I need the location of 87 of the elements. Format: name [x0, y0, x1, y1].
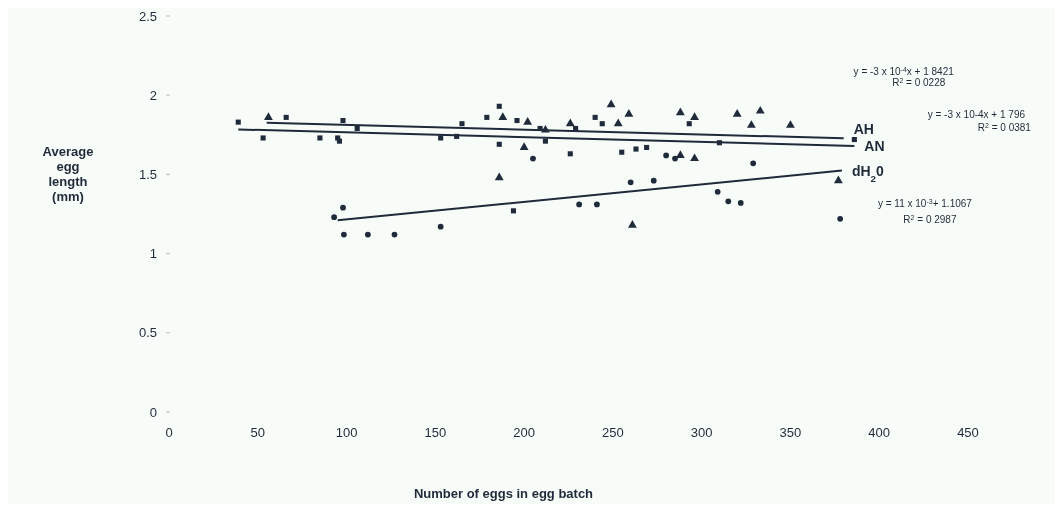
point	[746, 120, 756, 128]
point	[459, 121, 465, 127]
point	[331, 214, 337, 221]
point	[264, 112, 273, 120]
point	[260, 135, 266, 141]
y-tick-label: 2.5	[138, 8, 157, 24]
x-tick-label: 100	[335, 425, 358, 440]
point	[650, 177, 657, 184]
point	[510, 208, 517, 214]
point	[519, 142, 529, 151]
point	[336, 138, 342, 144]
x-tick-label: 250	[602, 425, 624, 440]
point	[340, 117, 346, 124]
point	[690, 112, 699, 120]
point	[613, 118, 623, 127]
point	[690, 153, 699, 162]
x-axis-title: Number of eggs in egg batch	[413, 486, 594, 501]
point	[565, 118, 575, 127]
point	[755, 105, 765, 114]
point	[484, 114, 490, 120]
point	[514, 117, 520, 124]
point	[619, 149, 625, 155]
point	[594, 201, 600, 208]
y-axis-title: Average egg length (mm)	[42, 144, 94, 205]
point	[833, 175, 843, 184]
point	[737, 200, 744, 206]
point	[750, 160, 757, 167]
x-tick-label: 150	[424, 425, 447, 440]
point	[837, 215, 844, 222]
point	[576, 201, 583, 208]
x-tick-label: 0	[165, 425, 173, 440]
point	[494, 172, 504, 181]
x-tick-label: 350	[779, 425, 802, 440]
point	[592, 114, 598, 120]
point	[391, 231, 398, 238]
series-label: dH$_{2}$0	[851, 162, 885, 184]
annotation: y = -3 x 10$^{-4}$x + 1 8421	[853, 65, 955, 78]
point	[599, 121, 605, 127]
point	[283, 114, 289, 120]
point	[498, 112, 508, 120]
point	[542, 138, 548, 144]
point	[606, 99, 616, 108]
point	[438, 135, 444, 141]
point	[663, 152, 670, 159]
point	[714, 188, 721, 195]
point	[496, 103, 502, 109]
annotation: y = -3 x 10-4x + 1 796	[927, 108, 1026, 120]
point	[530, 155, 536, 162]
point	[675, 107, 685, 116]
series-label: AH	[853, 121, 874, 138]
point	[644, 144, 650, 151]
point	[317, 135, 323, 141]
point	[633, 146, 639, 152]
point	[624, 109, 634, 117]
point	[686, 121, 692, 127]
point	[340, 204, 346, 211]
point	[675, 150, 685, 158]
annotation: R$^{2}$ = 0 0228	[892, 76, 946, 89]
y-tick-label: 1.5	[138, 166, 157, 182]
y-tick-label: 2	[149, 87, 157, 103]
point	[725, 198, 732, 205]
x-tick-label: 200	[513, 425, 535, 440]
y-tick-label: 0.5	[138, 325, 157, 341]
y-tick-label: 1	[149, 246, 157, 262]
point	[364, 231, 371, 238]
point	[851, 137, 857, 143]
point	[672, 155, 678, 162]
annotation: y = 11 x 10$^{-3}$+ 1.1067	[877, 197, 973, 209]
point	[235, 119, 241, 125]
point	[627, 219, 637, 228]
point	[567, 151, 573, 157]
point	[354, 125, 360, 132]
annotation: R$^{2}$ = 0 2987	[903, 213, 957, 225]
point	[786, 120, 795, 128]
point	[496, 141, 502, 147]
x-tick-label: 450	[957, 425, 979, 440]
text: R$^{2}$ = 0 0381	[977, 121, 1032, 133]
point	[523, 117, 533, 125]
point	[341, 231, 347, 238]
x-tick-label: 300	[690, 425, 713, 440]
x-tick-label: 50	[250, 425, 266, 440]
point	[437, 223, 444, 230]
y-tick-label: 0	[149, 404, 157, 420]
series-label: AN	[864, 137, 885, 154]
point	[732, 109, 742, 117]
x-tick-label: 400	[868, 425, 891, 440]
point	[627, 179, 634, 186]
